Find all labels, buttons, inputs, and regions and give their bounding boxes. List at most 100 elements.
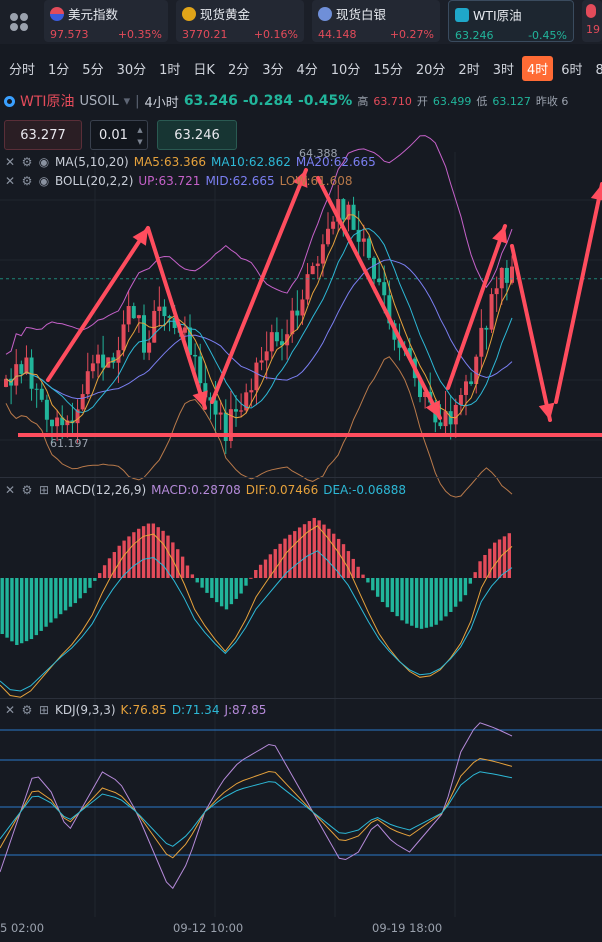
settings-icon[interactable]: ⚙ — [21, 703, 33, 717]
x-axis-label: 09-12 10:00 — [173, 921, 244, 935]
separator: | — [135, 93, 140, 109]
candle-body — [285, 334, 290, 346]
candle-body — [356, 229, 361, 242]
open-label: 开 — [416, 95, 428, 108]
macd-histogram-bar — [54, 578, 58, 619]
macd-histogram-bar — [488, 548, 492, 578]
expand-icon[interactable]: ⊞ — [38, 483, 50, 497]
quote-card-partial[interactable]: 19 — [582, 0, 602, 42]
timeframe-tab[interactable]: 30分 — [116, 62, 147, 78]
macd-histogram-bar — [390, 578, 394, 612]
quote-card-spot-silver[interactable]: 现货白银 44.148 +0.27% — [312, 0, 440, 42]
candle-body — [489, 294, 494, 330]
eye-icon[interactable]: ◉ — [38, 174, 50, 188]
settings-icon[interactable]: ⚙ — [21, 483, 33, 497]
macd-histogram-bar — [336, 538, 341, 578]
macd-histogram-bar — [132, 532, 136, 578]
candle-body — [29, 357, 34, 389]
timeframe-tab[interactable]: 1时 — [159, 62, 181, 78]
close-icon[interactable]: ✕ — [4, 155, 16, 169]
macd-histogram-bar — [395, 578, 399, 617]
kdj-indicator-name: KDJ(9,3,3) — [55, 703, 116, 717]
ma-indicator-name: MA(5,10,20) — [55, 155, 129, 169]
candle-body — [152, 310, 157, 343]
ma10-line — [5, 228, 513, 413]
candle-body — [336, 199, 341, 222]
sell-price-button[interactable]: 63.277 — [4, 120, 82, 150]
timeframe-tab[interactable]: 8时 — [595, 62, 602, 78]
dea-line — [0, 550, 513, 692]
candle-body — [300, 299, 305, 316]
candle-body — [474, 356, 479, 385]
timeframe-tab[interactable]: 6时 — [561, 62, 583, 78]
quote-card-usd-index[interactable]: 美元指数 97.573 +0.35% — [44, 0, 168, 42]
timeframe-tab[interactable]: 3分 — [262, 62, 284, 78]
timeframe-tab[interactable]: 4分 — [296, 62, 318, 78]
candle-body — [331, 221, 336, 229]
candle-body — [193, 354, 198, 357]
timeframe-tab[interactable]: 分时 — [9, 62, 36, 78]
macd-histogram-bar — [463, 578, 468, 596]
candle-body — [254, 362, 259, 391]
chevron-down-icon[interactable]: ▾ — [123, 93, 131, 109]
candle-body — [320, 244, 325, 264]
macd-histogram-bar — [88, 578, 92, 588]
candle-body — [494, 288, 499, 295]
macd-histogram-bar — [249, 577, 253, 579]
grid-menu-button[interactable] — [0, 0, 38, 44]
macd-histogram-bar — [39, 578, 43, 631]
macd-histogram-bar — [151, 523, 156, 578]
buy-price-button[interactable]: 63.246 — [157, 120, 237, 150]
macd-histogram-bar — [293, 531, 297, 578]
close-icon[interactable]: ✕ — [4, 483, 16, 497]
close-icon[interactable]: ✕ — [4, 703, 16, 717]
candle-body — [499, 267, 504, 289]
candle-body — [213, 400, 218, 415]
timeframe-tab[interactable]: 20分 — [415, 62, 446, 78]
close-icon[interactable]: ✕ — [4, 174, 16, 188]
candle-body — [484, 327, 489, 330]
timeframe-tab[interactable]: 2时 — [458, 62, 480, 78]
candle-body — [101, 354, 106, 368]
settings-icon[interactable]: ⚙ — [21, 155, 33, 169]
candle-body — [305, 274, 310, 300]
trend-arrow-head — [292, 170, 308, 188]
interval-select[interactable]: 4小时 — [144, 95, 179, 111]
eye-icon[interactable]: ◉ — [38, 155, 50, 169]
timeframe-tab[interactable]: 2分 — [227, 62, 250, 78]
macd-histogram-bar — [468, 578, 472, 584]
trend-arrow-line — [210, 168, 308, 404]
timeframe-tab[interactable]: 5分 — [82, 62, 104, 78]
timeframe-tab[interactable]: 15分 — [373, 62, 403, 78]
timeframe-tab[interactable]: 4时 — [521, 55, 554, 81]
candle-body — [208, 397, 213, 401]
last-price: 63.246 — [183, 93, 238, 109]
timeframe-tab[interactable]: 3时 — [492, 62, 514, 78]
quote-card-wti-oil[interactable]: WTI原油 63.246 -0.45% — [448, 0, 574, 42]
macd-histogram-bar — [176, 549, 180, 578]
macd-histogram-bar — [317, 520, 321, 578]
candle-body — [453, 404, 458, 425]
timeframe-tab[interactable]: 1分 — [48, 62, 70, 78]
boll-legend: ✕ ⚙ ◉ BOLL(20,2,2) UP:63.721 MID:62.665 … — [4, 174, 353, 188]
timeframe-tab[interactable]: 10分 — [330, 62, 361, 78]
settings-icon[interactable]: ⚙ — [21, 174, 33, 188]
high-value: 63.710 — [373, 94, 412, 108]
quote-change: +0.16% — [253, 28, 298, 41]
ma20-value: MA20:62.665 — [295, 155, 376, 169]
macd-histogram-bar — [434, 578, 438, 625]
quote-card-spot-gold[interactable]: 现货黄金 3770.21 +0.16% — [176, 0, 304, 42]
timeframe-tab[interactable]: 日K — [193, 62, 215, 78]
quantity-stepper[interactable]: 0.01 ▲ ▼ — [90, 120, 148, 150]
order-entry-bar: 63.277 0.01 ▲ ▼ 63.246 — [0, 120, 602, 150]
macd-histogram-bar — [453, 578, 458, 607]
expand-icon[interactable]: ⊞ — [38, 703, 50, 717]
stepper-arrows-icon[interactable]: ▲ ▼ — [137, 126, 143, 146]
quote-name: WTI原油 — [473, 8, 522, 23]
macd-histogram-bar — [29, 578, 34, 640]
symbol-name[interactable]: WTI原油 — [20, 94, 75, 110]
quote-price: 97.573 — [50, 28, 89, 41]
trend-arrow-head — [192, 390, 208, 408]
macd-indicator-name: MACD(12,26,9) — [55, 483, 147, 497]
